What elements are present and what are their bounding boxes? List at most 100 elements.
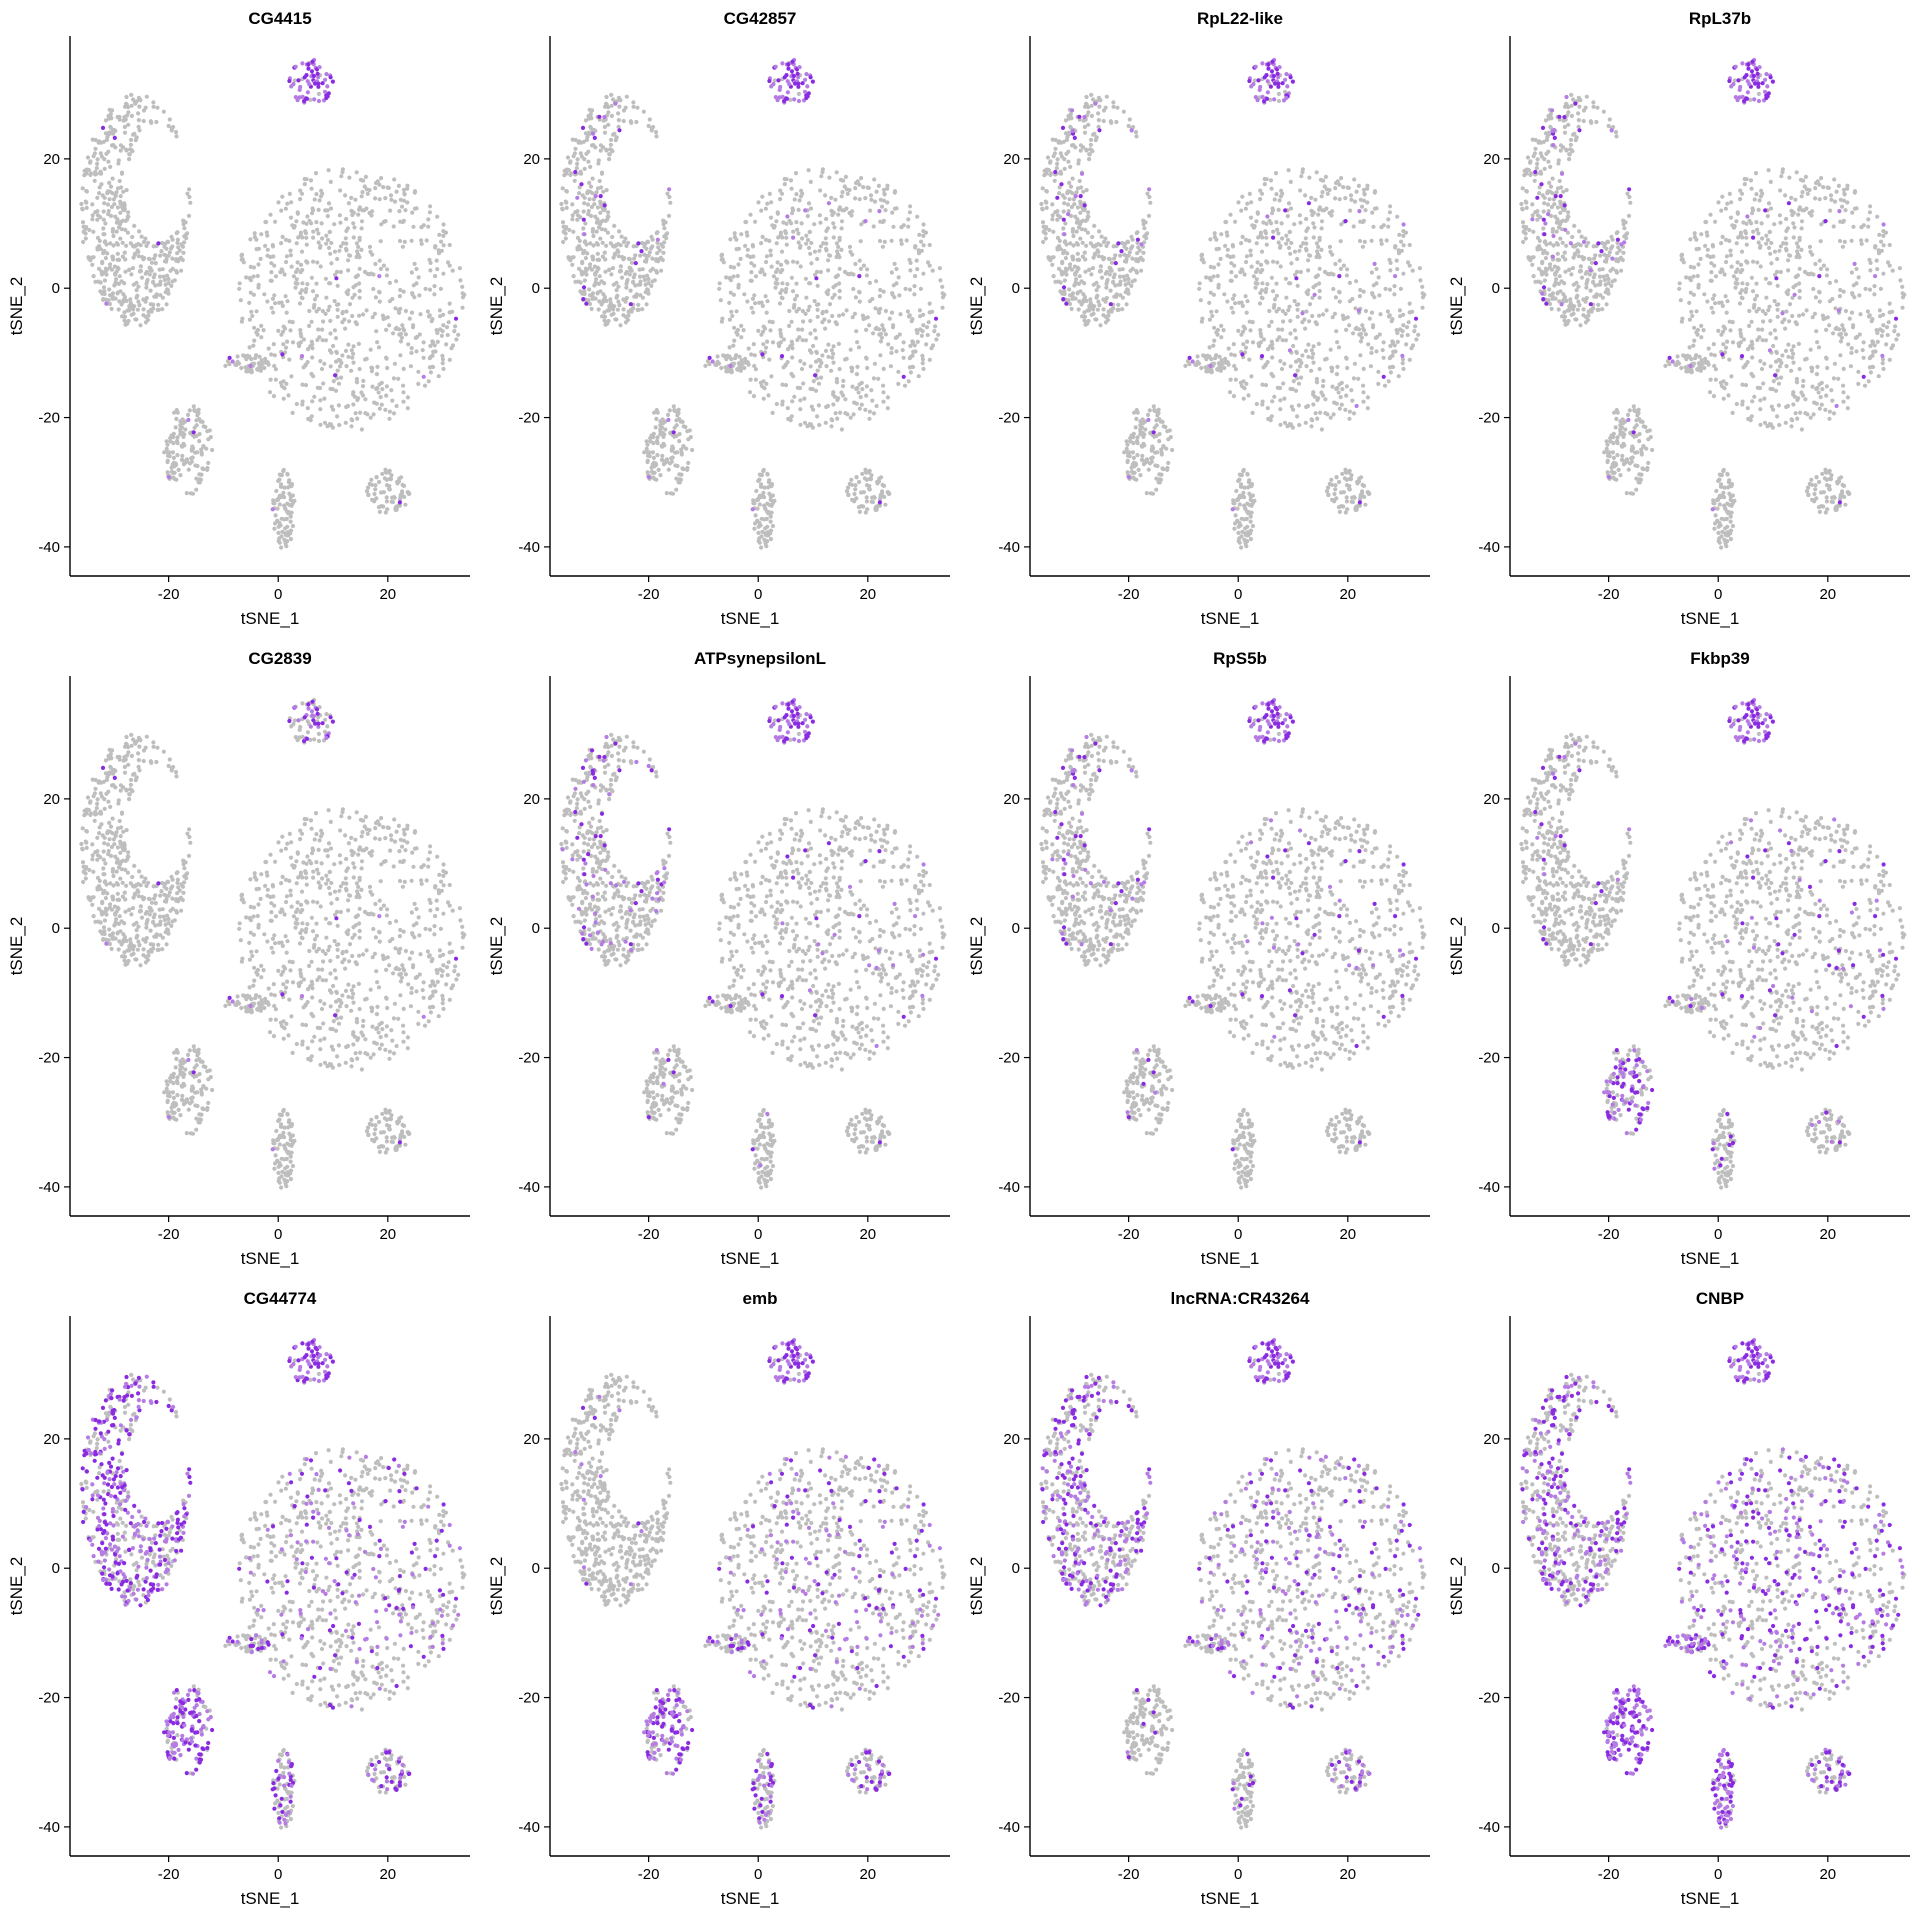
cell-point bbox=[933, 324, 937, 328]
cell-point bbox=[1306, 343, 1310, 347]
cell-point bbox=[1304, 242, 1308, 246]
cell-point bbox=[882, 188, 886, 192]
cell-point bbox=[1374, 281, 1378, 285]
cell-point bbox=[631, 280, 635, 284]
cell-point bbox=[1095, 294, 1099, 298]
cell-point bbox=[1309, 369, 1313, 373]
cell-point bbox=[1333, 487, 1337, 491]
cell-point bbox=[1071, 177, 1075, 181]
cell-point bbox=[677, 417, 681, 421]
cell-point bbox=[1345, 267, 1349, 271]
cell-point bbox=[406, 406, 410, 410]
cell-point bbox=[749, 279, 753, 283]
cell-point-expressed bbox=[300, 61, 304, 65]
cell-point bbox=[1329, 416, 1333, 420]
cell-point bbox=[317, 335, 321, 339]
cell-point bbox=[865, 273, 869, 277]
cell-point bbox=[1105, 280, 1109, 284]
cell-point bbox=[792, 395, 796, 399]
cell-point bbox=[748, 213, 752, 217]
cell-point bbox=[812, 222, 816, 226]
cell-point bbox=[433, 274, 437, 278]
cell-point bbox=[350, 296, 354, 300]
cell-point-expressed bbox=[790, 60, 794, 64]
cell-point bbox=[369, 272, 373, 276]
cell-point bbox=[413, 191, 417, 195]
cell-point bbox=[387, 417, 391, 421]
cell-point bbox=[387, 470, 391, 474]
cell-point bbox=[1416, 333, 1420, 337]
cell-point bbox=[630, 269, 634, 273]
cell-point bbox=[372, 401, 376, 405]
cell-point bbox=[1260, 296, 1264, 300]
cell-point bbox=[439, 240, 443, 244]
cell-point bbox=[790, 399, 794, 403]
cell-point-expressed bbox=[796, 72, 800, 76]
cell-point bbox=[1250, 504, 1254, 508]
cell-point bbox=[241, 353, 245, 357]
cell-point-expressed bbox=[593, 136, 597, 140]
cell-point bbox=[1229, 279, 1233, 283]
cell-point bbox=[752, 293, 756, 297]
cell-point bbox=[661, 219, 665, 223]
cell-point bbox=[1421, 295, 1425, 299]
cell-point bbox=[1252, 274, 1256, 278]
cell-point bbox=[93, 170, 97, 174]
cell-point-expressed bbox=[306, 67, 310, 71]
cell-point bbox=[251, 344, 255, 348]
cell-point bbox=[843, 270, 847, 274]
cell-point bbox=[1366, 406, 1370, 410]
cell-point bbox=[127, 157, 131, 161]
cell-point bbox=[678, 432, 682, 436]
cell-point bbox=[318, 386, 322, 390]
cell-point bbox=[166, 288, 170, 292]
cell-point bbox=[1276, 231, 1280, 235]
cell-point bbox=[664, 460, 668, 464]
cell-point bbox=[1077, 282, 1081, 286]
cell-point bbox=[1332, 492, 1336, 496]
cell-point bbox=[1311, 352, 1315, 356]
cell-point bbox=[269, 279, 273, 283]
cell-point bbox=[1255, 241, 1259, 245]
cell-point bbox=[841, 393, 845, 397]
cell-point bbox=[361, 393, 365, 397]
cell-point bbox=[1325, 308, 1329, 312]
cell-point bbox=[1062, 201, 1066, 205]
cell-point bbox=[767, 510, 771, 514]
cell-point bbox=[785, 261, 789, 265]
cell-point bbox=[132, 224, 136, 228]
cell-point bbox=[384, 394, 388, 398]
cell-point bbox=[1241, 491, 1245, 495]
cell-point bbox=[1217, 247, 1221, 251]
cell-point bbox=[1083, 105, 1087, 109]
cell-point bbox=[881, 327, 885, 331]
cell-point bbox=[609, 272, 613, 276]
cell-point bbox=[915, 215, 919, 219]
cell-point bbox=[249, 370, 253, 374]
cell-point bbox=[423, 384, 427, 388]
cell-point bbox=[1131, 267, 1135, 271]
x-tick-label: -20 bbox=[638, 586, 660, 603]
cell-point bbox=[1104, 320, 1108, 324]
cell-point bbox=[879, 339, 883, 343]
cell-point bbox=[836, 213, 840, 217]
cell-point bbox=[1130, 244, 1134, 248]
cell-point bbox=[1345, 495, 1349, 499]
cell-point bbox=[1275, 260, 1279, 264]
cell-point-expressed bbox=[573, 170, 577, 174]
cell-point bbox=[638, 283, 642, 287]
cell-point bbox=[918, 327, 922, 331]
panel-title: RpL22-like bbox=[1197, 9, 1283, 28]
cell-point-expressed bbox=[774, 65, 778, 69]
cell-point bbox=[1251, 340, 1255, 344]
y-tick-label: 0 bbox=[532, 280, 540, 297]
cell-point bbox=[172, 461, 176, 465]
cell-point bbox=[598, 179, 602, 183]
cell-point bbox=[321, 319, 325, 323]
cell-point bbox=[159, 249, 163, 253]
cell-point bbox=[1236, 479, 1240, 483]
cell-point bbox=[413, 207, 417, 211]
cell-point bbox=[1240, 267, 1244, 271]
cell-point bbox=[185, 192, 189, 196]
cell-point bbox=[365, 357, 369, 361]
